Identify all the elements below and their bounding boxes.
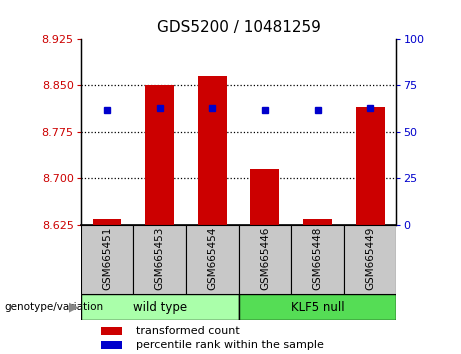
Text: ▶: ▶ bbox=[69, 301, 78, 314]
Text: genotype/variation: genotype/variation bbox=[5, 302, 104, 312]
Bar bbox=[81, 225, 133, 294]
Bar bbox=[145, 85, 174, 225]
Bar bbox=[239, 225, 291, 294]
Text: KLF5 null: KLF5 null bbox=[291, 301, 344, 314]
Text: wild type: wild type bbox=[133, 301, 187, 314]
Bar bbox=[186, 225, 239, 294]
Text: GSM665446: GSM665446 bbox=[260, 227, 270, 290]
Text: GSM665449: GSM665449 bbox=[365, 227, 375, 290]
Bar bbox=[198, 76, 227, 225]
Bar bbox=[303, 219, 332, 225]
Text: GSM665454: GSM665454 bbox=[207, 227, 217, 290]
Bar bbox=[250, 169, 279, 225]
Bar bbox=[239, 294, 396, 320]
Bar bbox=[133, 225, 186, 294]
Bar bbox=[93, 219, 121, 225]
Bar bbox=[101, 327, 122, 335]
Bar bbox=[291, 225, 344, 294]
Text: GSM665453: GSM665453 bbox=[154, 227, 165, 290]
Text: GSM665448: GSM665448 bbox=[313, 227, 323, 290]
Bar bbox=[81, 294, 239, 320]
Bar bbox=[356, 107, 384, 225]
Bar bbox=[344, 225, 396, 294]
Text: transformed count: transformed count bbox=[136, 326, 240, 336]
Text: percentile rank within the sample: percentile rank within the sample bbox=[136, 340, 324, 350]
Title: GDS5200 / 10481259: GDS5200 / 10481259 bbox=[157, 20, 320, 35]
Text: GSM665451: GSM665451 bbox=[102, 227, 112, 290]
Bar bbox=[101, 341, 122, 349]
